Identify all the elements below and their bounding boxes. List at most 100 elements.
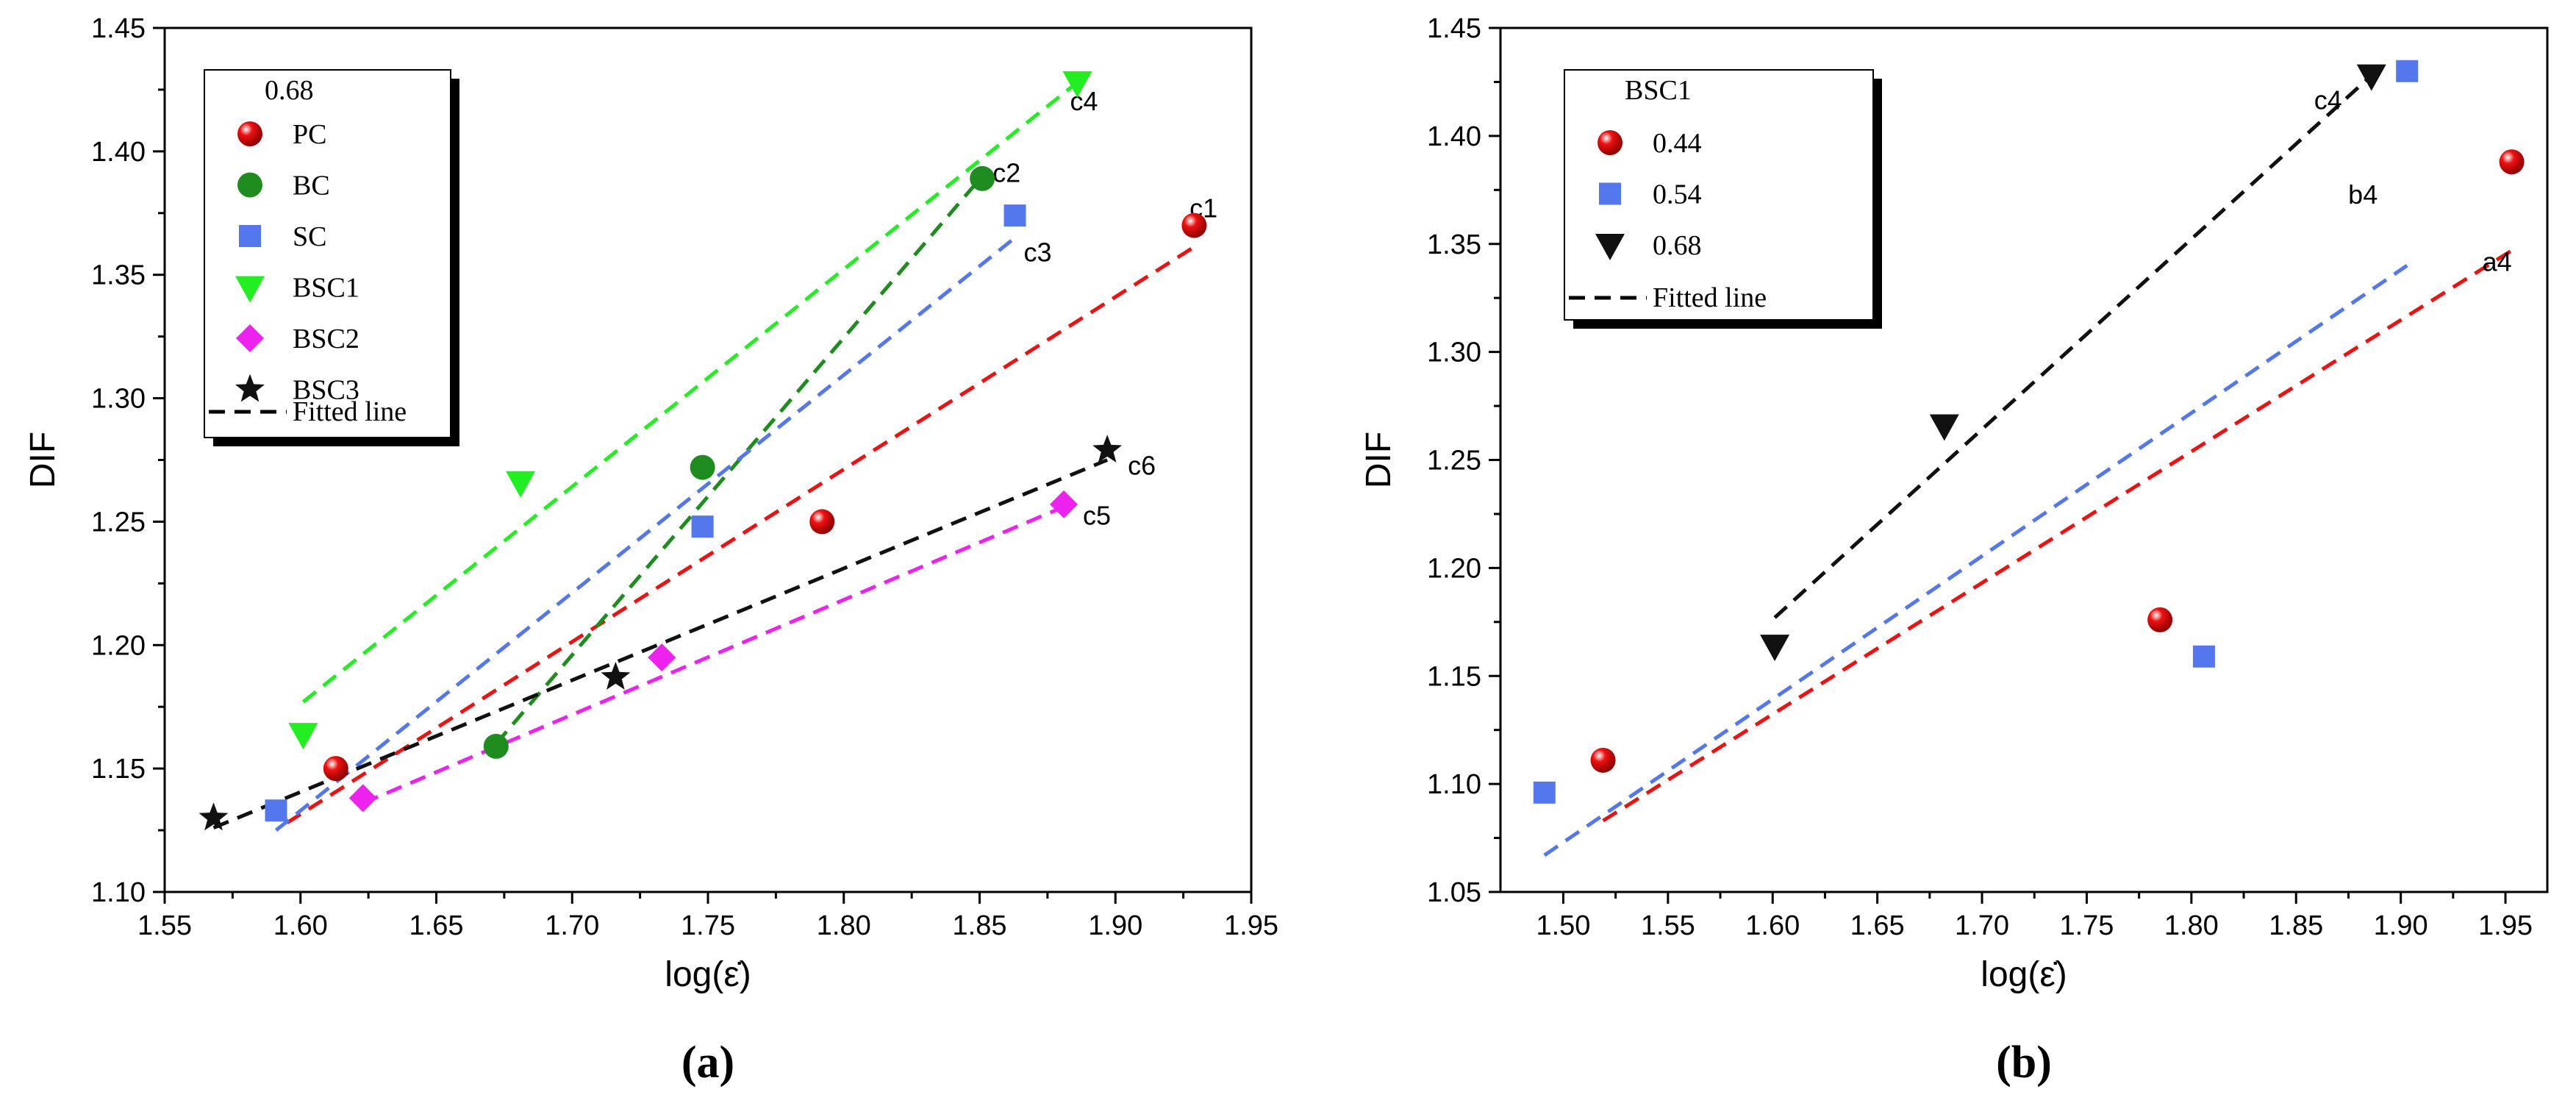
fit-line-0-44 [1602,249,2513,823]
fit-line-0-54 [1543,264,2408,857]
legend-marker-0-68 [1595,234,1625,260]
data-point-bsc2 [1050,490,1078,518]
x-axis-label: log(ε̇) [1981,955,2067,994]
fit-line-bsc1 [301,80,1079,704]
legend-marker-sc [239,225,261,247]
legend-marker-0-54 [1599,182,1621,205]
data-point-0-54 [2192,645,2215,668]
legend-label-fitted-line: Fitted line [1653,282,1767,313]
x-tick-label: 1.80 [817,910,871,941]
data-point-bsc3 [1092,435,1123,463]
data-point-0-44 [2499,149,2525,175]
panel-label: (a) [681,1038,734,1088]
data-point-bsc3 [198,802,229,831]
x-tick-label: 1.75 [681,910,735,941]
legend-marker-bsc3 [235,374,265,402]
legend-title: 0.68 [265,75,314,106]
data-point-0-44 [1590,747,1616,773]
legend-label-0-54: 0.54 [1653,179,1702,210]
y-axis-label: DIF [24,432,62,488]
chart-panel-b: 1.50 1.55 1.60 1.65 1.70 1.75 1.80 1.85 1.90 1.95… [1288,0,2576,1103]
y-tick-label: 1.25 [91,507,146,538]
data-point-bsc2 [648,643,676,672]
y-axis-label: DIF [1359,432,1398,488]
y-tick-label: 1.45 [1427,13,1481,44]
legend-marker-bsc1 [235,276,265,303]
legend-label-bsc3: BSC3 [293,375,359,406]
y-tick-label: 1.30 [91,384,146,415]
data-point-0-68 [1760,635,1790,662]
y-tick-label: 1.30 [1427,338,1481,368]
data-point-pc [323,756,348,782]
x-tick-label: 1.55 [1641,910,1695,941]
legend-marker-pc [237,121,262,146]
fit-line-0-68 [1773,74,2373,619]
y-tick-label: 1.20 [1427,553,1481,584]
legend-marker-0-44 [1598,130,1622,155]
data-point-0-54 [1533,781,1556,804]
x-tick-label: 1.95 [2478,910,2533,941]
data-point-0-54 [2396,60,2419,82]
x-tick-label: 1.65 [409,910,464,941]
chart-b-svg: 1.50 1.55 1.60 1.65 1.70 1.75 1.80 1.85 1.90 1.95… [1359,13,2549,1088]
fit-label-c4: c4 [2314,85,2342,115]
legend-label-bsc1: BSC1 [293,273,359,304]
y-tick-label: 1.05 [1427,877,1481,908]
data-point-sc [1003,204,1026,227]
x-tick-label: 1.70 [545,910,599,941]
legend-label-sc: SC [293,221,326,252]
data-point-bc [970,165,995,191]
x-tick-label: 1.80 [2164,910,2219,941]
legend-label-0-68: 0.68 [1653,230,1702,261]
x-tick-label: 1.95 [1224,910,1278,941]
fit-label-a4: a4 [2483,247,2512,277]
fit-label-c5: c5 [1083,500,1111,530]
panel-label: (b) [1996,1038,2052,1088]
legend-label-0-44: 0.44 [1653,128,1702,159]
data-point-sc [265,799,287,822]
fit-label-b4: b4 [2348,179,2378,210]
legend-label-fitted-line: Fitted line [293,396,407,427]
data-point-bsc1 [1062,71,1092,98]
x-tick-label: 1.75 [2059,910,2114,941]
chart-panel-a: 1.55 1.60 1.65 1.70 1.75 1.80 1.85 1.90 1.95 1.10… [24,13,1278,1088]
legend-label-pc: PC [293,119,326,150]
legend-marker-bc [237,172,262,198]
x-tick-label: 1.60 [273,910,328,941]
y-tick-label: 1.10 [91,877,146,908]
x-tick-label: 1.85 [953,910,1007,941]
data-point-0-44 [2147,607,2173,632]
x-axis-label: log(ε̇) [665,955,751,994]
y-tick-label: 1.40 [1427,121,1481,152]
fit-line-sc [274,236,1017,832]
y-tick-label: 1.45 [91,13,146,44]
data-point-0-68 [2356,64,2386,91]
x-tick-label: 1.90 [2374,910,2428,941]
data-point-bsc3 [601,661,631,690]
data-point-bsc1 [506,471,536,498]
fit-label-c2: c2 [992,157,1020,188]
data-point-bsc1 [288,723,318,750]
y-tick-label: 1.35 [91,260,146,291]
x-tick-label: 1.60 [1745,910,1800,941]
data-point-sc [691,515,714,538]
legend-title: BSC1 [1625,75,1692,106]
legend-label-bc: BC [293,171,330,201]
legend-marker-bsc2 [236,324,264,352]
data-point-pc [809,509,835,535]
y-tick-label: 1.15 [91,754,146,785]
legend-label-bsc2: BSC2 [293,324,359,354]
data-point-bsc2 [348,784,377,813]
data-point-pc [1181,213,1207,238]
x-tick-label: 1.85 [2269,910,2323,941]
fit-line-bsc2 [362,504,1065,805]
y-tick-label: 1.40 [91,137,146,168]
y-tick-label: 1.20 [91,630,146,661]
x-tick-label: 1.70 [1955,910,2009,941]
x-tick-label: 1.50 [1536,910,1590,941]
x-tick-label: 1.55 [137,910,192,941]
y-tick-label: 1.15 [1427,661,1481,692]
x-tick-label: 1.90 [1088,910,1142,941]
fit-label-c3: c3 [1024,237,1052,267]
y-tick-label: 1.25 [1427,446,1481,476]
